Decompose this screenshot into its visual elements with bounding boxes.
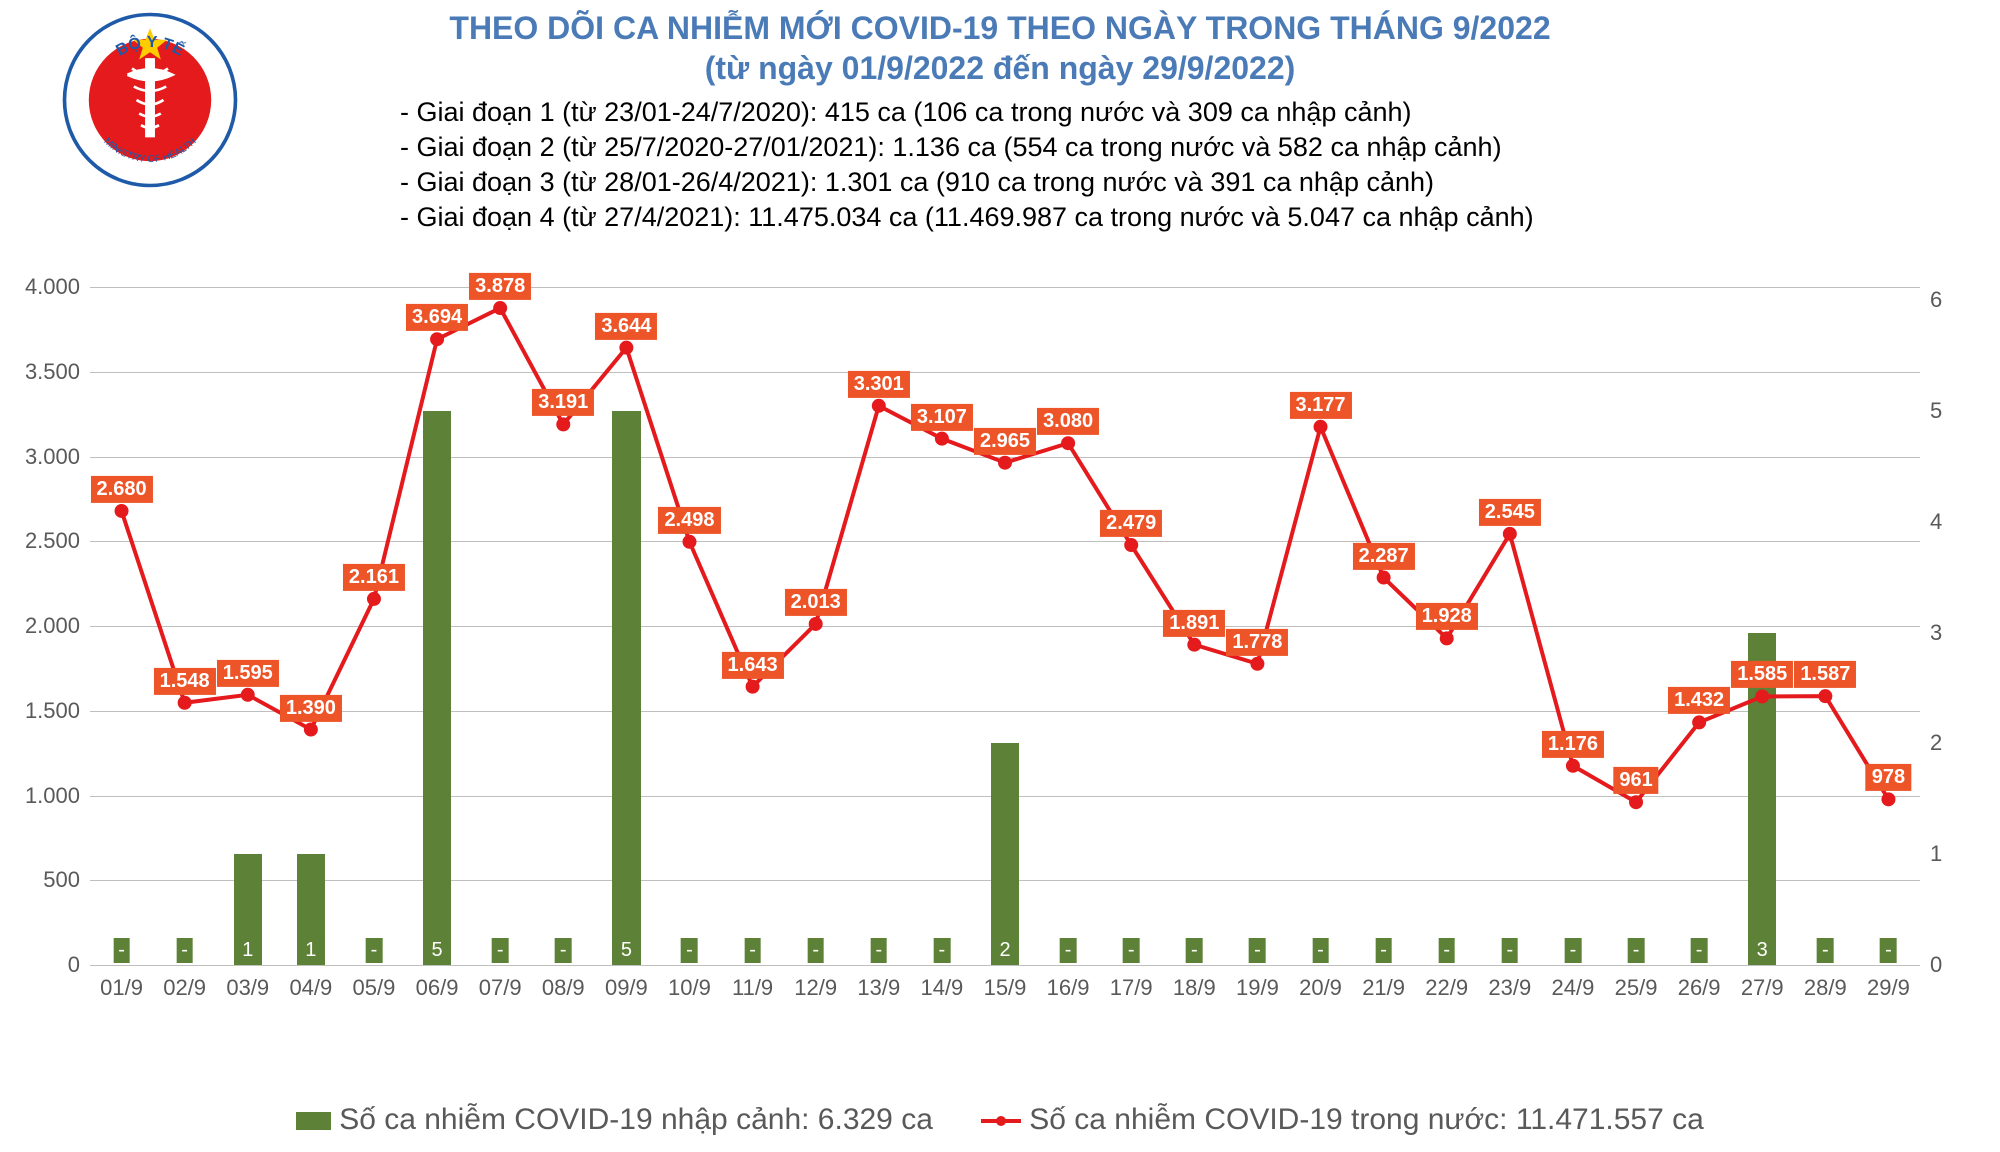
y-axis-right-label: 3 [1930,620,1942,646]
line-value-label: 3.878 [469,273,531,300]
line-value-label: 3.080 [1037,408,1099,435]
line-value-label: 2.680 [91,476,153,503]
line-value-label: 1.432 [1668,687,1730,714]
x-axis-label: 11/9 [732,975,773,1001]
x-axis-label: 24/9 [1552,975,1595,1001]
line-value-label: 1.891 [1163,610,1225,637]
x-axis-label: 15/9 [984,975,1027,1001]
y-axis-left-label: 4.000 [25,274,80,300]
line-value-label: 3.177 [1289,392,1351,419]
chart-legend: Số ca nhiễm COVID-19 nhập cảnh: 6.329 ca… [0,1103,2000,1137]
gridline [90,965,1920,966]
x-axis-label: 03/9 [226,975,269,1001]
y-axis-left-label: 500 [43,867,80,893]
line-value-label: 3.191 [532,389,594,416]
line-value-label: 1.548 [154,668,216,695]
line-value-label: 2.965 [974,428,1036,455]
line-value-label: 2.287 [1353,542,1415,569]
line-value-label: 1.928 [1416,603,1478,630]
x-axis-label: 09/9 [605,975,648,1001]
line-value-label: 961 [1613,767,1658,794]
note-line: - Giai đoạn 1 (từ 23/01-24/7/2020): 415 … [400,95,1534,130]
y-axis-left-label: 3.000 [25,444,80,470]
x-axis-label: 18/9 [1173,975,1216,1001]
line-value-label: 1.585 [1731,661,1793,688]
line-value-label: 1.176 [1542,731,1604,758]
x-axis-label: 02/9 [163,975,206,1001]
line-value-label: 2.545 [1479,499,1541,526]
x-axis-label: 08/9 [542,975,585,1001]
chart-container: BỘ Y TẾ MINISTRY OF HEALTH THEO DÕI CA N… [0,0,2000,1152]
line-value-label: 3.107 [911,404,973,431]
note-line: - Giai đoạn 4 (từ 27/4/2021): 11.475.034… [400,200,1534,235]
x-axis-label: 21/9 [1362,975,1405,1001]
x-axis-label: 04/9 [289,975,332,1001]
chart-title: THEO DÕI CA NHIỄM MỚI COVID-19 THEO NGÀY… [0,10,2000,47]
x-axis-label: 14/9 [920,975,963,1001]
line-value-label: 2.479 [1100,510,1162,537]
x-axis-label: 26/9 [1678,975,1721,1001]
legend-line-swatch [981,1119,1021,1123]
x-axis-label: 20/9 [1299,975,1342,1001]
y-axis-left-label: 2.000 [25,613,80,639]
y-axis-left-label: 1.500 [25,698,80,724]
legend-bar-text: Số ca nhiễm COVID-19 nhập cảnh: 6.329 ca [339,1103,933,1136]
x-axis-label: 27/9 [1741,975,1784,1001]
y-axis-left-label: 0 [68,952,80,978]
x-axis-label: 12/9 [794,975,837,1001]
x-axis-label: 25/9 [1615,975,1658,1001]
chart-subtitle: (từ ngày 01/9/2022 đến ngày 29/9/2022) [0,50,2000,87]
y-axis-right-label: 4 [1930,509,1942,535]
chart-notes: - Giai đoạn 1 (từ 23/01-24/7/2020): 415 … [400,95,1534,235]
legend-bar-swatch [296,1112,331,1130]
line-value-label: 3.301 [848,371,910,398]
line-value-label: 2.498 [658,507,720,534]
x-axis-label: 17/9 [1110,975,1153,1001]
line-series [90,245,1920,965]
y-axis-left-label: 1.000 [25,783,80,809]
line-value-label: 3.694 [406,304,468,331]
x-axis-label: 19/9 [1236,975,1279,1001]
line-value-label: 3.644 [595,313,657,340]
y-axis-right-label: 6 [1930,287,1942,313]
line-value-label: 1.643 [722,652,784,679]
y-axis-left-label: 3.500 [25,359,80,385]
x-axis-label: 10/9 [668,975,711,1001]
x-axis-label: 06/9 [416,975,459,1001]
x-axis-label: 01/9 [100,975,143,1001]
line-value-label: 978 [1866,764,1911,791]
x-axis-label: 05/9 [353,975,396,1001]
line-value-label: 2.013 [785,589,847,616]
x-axis-label: 22/9 [1425,975,1468,1001]
y-axis-right-label: 5 [1930,398,1942,424]
x-axis-label: 16/9 [1047,975,1090,1001]
y-axis-right-label: 0 [1930,952,1942,978]
line-value-label: 2.161 [343,564,405,591]
chart-plot-area: 05001.0001.5002.0002.5003.0003.5004.0000… [90,245,1920,1005]
x-axis-label: 23/9 [1488,975,1531,1001]
line-value-label: 1.778 [1226,629,1288,656]
y-axis-left-label: 2.500 [25,528,80,554]
note-line: - Giai đoạn 3 (từ 28/01-26/4/2021): 1.30… [400,165,1534,200]
note-line: - Giai đoạn 2 (từ 25/7/2020-27/01/2021):… [400,130,1534,165]
y-axis-right-label: 1 [1930,841,1942,867]
x-axis-label: 07/9 [479,975,522,1001]
line-value-label: 1.595 [217,660,279,687]
y-axis-right-label: 2 [1930,730,1942,756]
legend-line-text: Số ca nhiễm COVID-19 trong nước: 11.471.… [1029,1103,1704,1136]
line-value-label: 1.587 [1794,661,1856,688]
line-value-label: 1.390 [280,694,342,721]
x-axis-label: 29/9 [1867,975,1910,1001]
x-axis-label: 13/9 [857,975,900,1001]
x-axis-label: 28/9 [1804,975,1847,1001]
